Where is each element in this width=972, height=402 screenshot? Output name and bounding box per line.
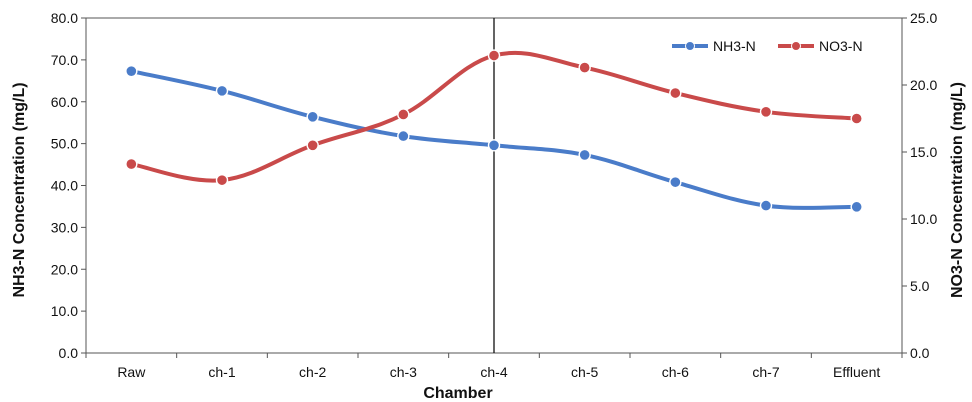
data-point-nh3-n xyxy=(759,199,773,212)
x-tick-label: ch-5 xyxy=(571,364,598,380)
data-point-no3-n xyxy=(306,139,319,152)
data-point-no3-n xyxy=(578,61,591,74)
data-point-nh3-n xyxy=(669,175,682,189)
y-right-tick-label: 10.0 xyxy=(910,211,937,227)
x-tick-label: Raw xyxy=(117,364,146,380)
y-left-tick-label: 50.0 xyxy=(51,136,78,152)
y-left-tick-label: 70.0 xyxy=(51,52,78,68)
data-point-no3-n xyxy=(125,157,138,171)
y-left-tick-label: 30.0 xyxy=(51,219,78,235)
x-tick-label: ch-6 xyxy=(662,364,689,380)
y-right-tick-label: 5.0 xyxy=(910,278,930,294)
data-point-no3-n xyxy=(850,112,863,125)
y-right-tick-label: 20.0 xyxy=(910,77,937,93)
y-axis-left-title: NH3-N Concentration (mg/L) xyxy=(11,82,28,297)
data-point-nh3-n xyxy=(578,148,591,162)
data-point-nh3-n xyxy=(215,84,229,98)
y-left-tick-label: 10.0 xyxy=(51,303,78,319)
data-point-nh3-n xyxy=(850,200,863,214)
legend-marker-no3-n xyxy=(791,41,801,51)
y-axis-right-title: NO3-N Concentration (mg/L) xyxy=(949,82,966,298)
y-left-tick-label: 20.0 xyxy=(51,261,78,277)
data-point-no3-n xyxy=(487,49,501,62)
y-right-tick-label: 0.0 xyxy=(910,345,930,361)
x-tick-label: ch-1 xyxy=(208,364,235,380)
y-right-tick-label: 25.0 xyxy=(910,10,937,26)
data-point-nh3-n xyxy=(306,110,319,124)
data-point-no3-n xyxy=(215,173,229,187)
x-tick-label: ch-2 xyxy=(299,364,326,380)
y-right-tick-label: 15.0 xyxy=(910,144,937,160)
data-point-no3-n xyxy=(397,108,410,121)
legend-marker-nh3-n xyxy=(685,41,695,51)
plot-layer: 0.0 10.0 20.0 30.0 40.0 50.0 60.0 70.0 80.0 0.0 5.… xyxy=(51,10,938,380)
y-left-tick-label: 40.0 xyxy=(51,178,78,194)
y-left-tick-label: 80.0 xyxy=(51,10,78,26)
x-tick-label: ch-4 xyxy=(480,364,507,380)
data-point-no3-n xyxy=(669,86,682,100)
data-point-no3-n xyxy=(759,105,773,119)
legend-label-no3-n: NO3-N xyxy=(819,38,863,54)
legend-label-nh3-n: NH3-N xyxy=(713,38,756,54)
y-left-tick-label: 0.0 xyxy=(59,345,79,361)
y-left-tick-label: 60.0 xyxy=(51,94,78,110)
x-tick-label: Effluent xyxy=(833,364,880,380)
x-tick-label: ch-3 xyxy=(390,364,417,380)
data-point-nh3-n xyxy=(487,139,501,152)
x-tick-label: ch-7 xyxy=(752,364,779,380)
x-axis-title: Chamber xyxy=(423,385,492,402)
data-point-nh3-n xyxy=(125,64,138,78)
data-point-nh3-n xyxy=(397,129,410,143)
